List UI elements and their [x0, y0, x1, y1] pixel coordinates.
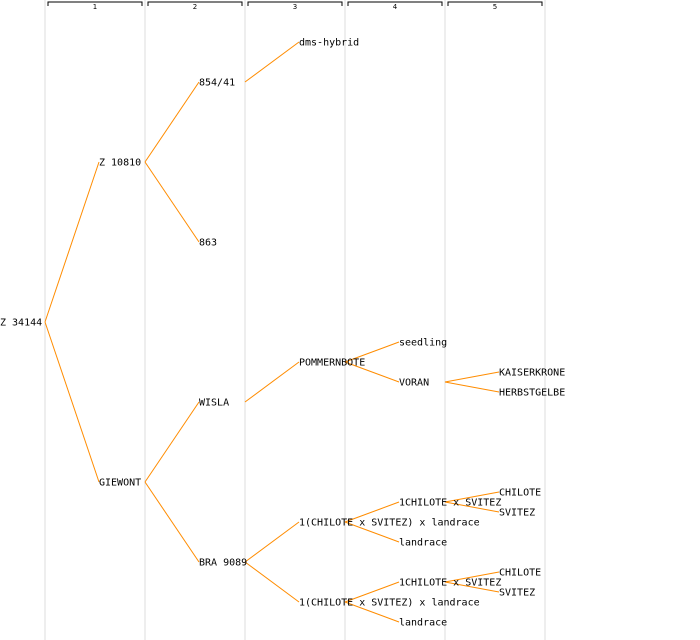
tree-nodes: Z 34144 Z 10810 854/41 dms-hybrid 863 GIEWONT…	[0, 38, 565, 629]
pedigree-node[interactable]: landrace	[399, 538, 447, 549]
pedigree-node[interactable]: POMMERNBOTE	[299, 358, 365, 369]
pedigree-node[interactable]: HERBSTGELBE	[499, 388, 565, 399]
generation-number: 4	[393, 3, 398, 11]
pedigree-edge	[344, 521, 400, 543]
pedigree-edge	[344, 501, 400, 523]
generation-bracket	[347, 1, 443, 6]
pedigree-edge	[444, 581, 500, 593]
pedigree-node[interactable]: BRA 9089	[199, 558, 247, 569]
pedigree-node[interactable]: 1(CHILOTE x SVITEZ) x landrace	[299, 598, 480, 609]
generation-number: 5	[493, 3, 497, 11]
generation-bracket	[147, 1, 243, 6]
pedigree-node[interactable]: 1CHILOTE x SVITEZ	[399, 578, 501, 589]
generation-number: 1	[93, 3, 97, 11]
pedigree-node[interactable]: VORAN	[399, 378, 429, 389]
generation-number: 3	[293, 3, 297, 11]
pedigree-node[interactable]: Z 34144	[0, 318, 42, 329]
pedigree-edge	[144, 401, 200, 483]
pedigree-edge	[444, 501, 500, 513]
pedigree-edge	[244, 521, 300, 563]
pedigree-node[interactable]: Z 10810	[99, 158, 141, 169]
generation-bracket	[47, 1, 143, 6]
pedigree-node[interactable]: SVITEZ	[499, 508, 535, 519]
pedigree-node[interactable]: GIEWONT	[99, 478, 141, 489]
pedigree-node[interactable]: CHILOTE	[499, 488, 541, 499]
pedigree-edge	[244, 561, 300, 603]
pedigree-node[interactable]: SVITEZ	[499, 588, 535, 599]
tree-edges	[44, 41, 500, 623]
pedigree-edge	[244, 361, 300, 403]
pedigree-node[interactable]: seedling	[399, 338, 447, 349]
generation-bracket	[447, 1, 543, 6]
pedigree-node[interactable]: WISLA	[199, 398, 229, 409]
pedigree-edge	[344, 341, 400, 363]
pedigree-edge	[444, 371, 500, 383]
pedigree-edge	[444, 571, 500, 583]
pedigree-node[interactable]: KAISERKRONE	[499, 368, 565, 379]
generation-columns: 1 2 3 4 5	[44, 0, 546, 640]
pedigree-node[interactable]: 854/41	[199, 78, 235, 89]
pedigree-node[interactable]: dms-hybrid	[299, 38, 359, 49]
pedigree-node[interactable]: landrace	[399, 618, 447, 629]
pedigree-edge	[44, 321, 100, 483]
pedigree-edge	[344, 361, 400, 383]
pedigree-node[interactable]: 863	[199, 238, 217, 249]
generation-number: 2	[193, 3, 197, 11]
pedigree-edge	[244, 41, 300, 83]
generation-bracket	[247, 1, 343, 6]
pedigree-edge	[344, 581, 400, 603]
pedigree-edge	[144, 81, 200, 163]
pedigree-node[interactable]: 1CHILOTE x SVITEZ	[399, 498, 501, 509]
pedigree-edge	[444, 381, 500, 393]
pedigree-node[interactable]: CHILOTE	[499, 568, 541, 579]
pedigree-edge	[44, 161, 100, 323]
pedigree-edge	[344, 601, 400, 623]
pedigree-edge	[144, 161, 200, 243]
pedigree-edge	[144, 481, 200, 563]
pedigree-node[interactable]: 1(CHILOTE x SVITEZ) x landrace	[299, 518, 480, 529]
pedigree-edge	[444, 491, 500, 503]
